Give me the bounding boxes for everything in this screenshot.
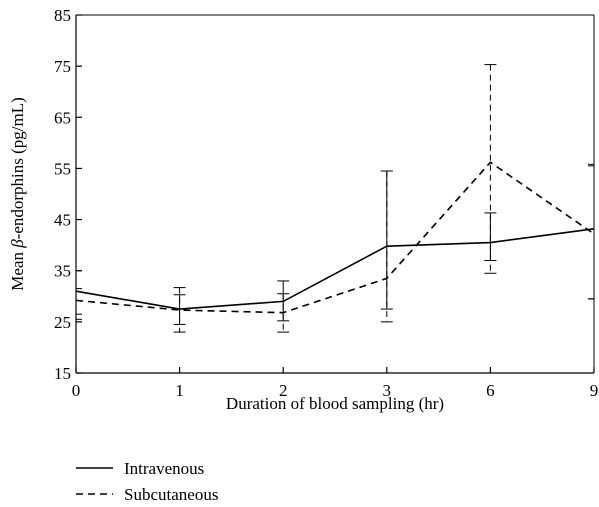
series-lines: [75, 161, 595, 314]
y-axis-label-greek: β: [8, 239, 27, 249]
series-line-subcutaneous: [75, 161, 595, 314]
y-tick-label: 55: [54, 159, 71, 178]
x-tick-label: 2: [279, 381, 288, 400]
series-line-intravenous: [75, 227, 595, 310]
legend-label-subcutaneous: Subcutaneous: [124, 485, 218, 504]
x-tick-label: 3: [383, 381, 392, 400]
x-axis-ticks: 0 1 2 3 6 9: [72, 367, 599, 400]
y-tick-label: 15: [54, 364, 71, 383]
y-axis-ticks: 15 25 35 45 55 65 75 85: [54, 6, 82, 383]
y-tick-label: 35: [54, 262, 71, 281]
y-axis-label-suffix: -endorphins (pg/mL): [8, 97, 27, 239]
y-axis-label: Mean β-endorphins (pg/mL): [8, 97, 27, 291]
y-tick-label: 45: [54, 211, 71, 230]
y-tick-label: 25: [54, 313, 71, 332]
x-tick-label: 9: [590, 381, 599, 400]
x-tick-label: 0: [72, 381, 81, 400]
legend-item-intravenous: Intravenous: [76, 459, 204, 478]
legend-item-subcutaneous: Subcutaneous: [76, 485, 218, 504]
x-tick-label: 6: [486, 381, 495, 400]
error-bars: [75, 64, 595, 333]
plot-area: [75, 14, 595, 374]
y-tick-label: 75: [54, 57, 71, 76]
x-tick-label: 1: [175, 381, 184, 400]
y-tick-label: 65: [54, 108, 71, 127]
y-axis-label-prefix: Mean: [8, 248, 27, 291]
legend-label-intravenous: Intravenous: [124, 459, 204, 478]
y-tick-label: 85: [54, 6, 71, 25]
legend: Intravenous Subcutaneous: [76, 459, 218, 504]
x-axis-label: Duration of blood sampling (hr): [226, 394, 444, 413]
